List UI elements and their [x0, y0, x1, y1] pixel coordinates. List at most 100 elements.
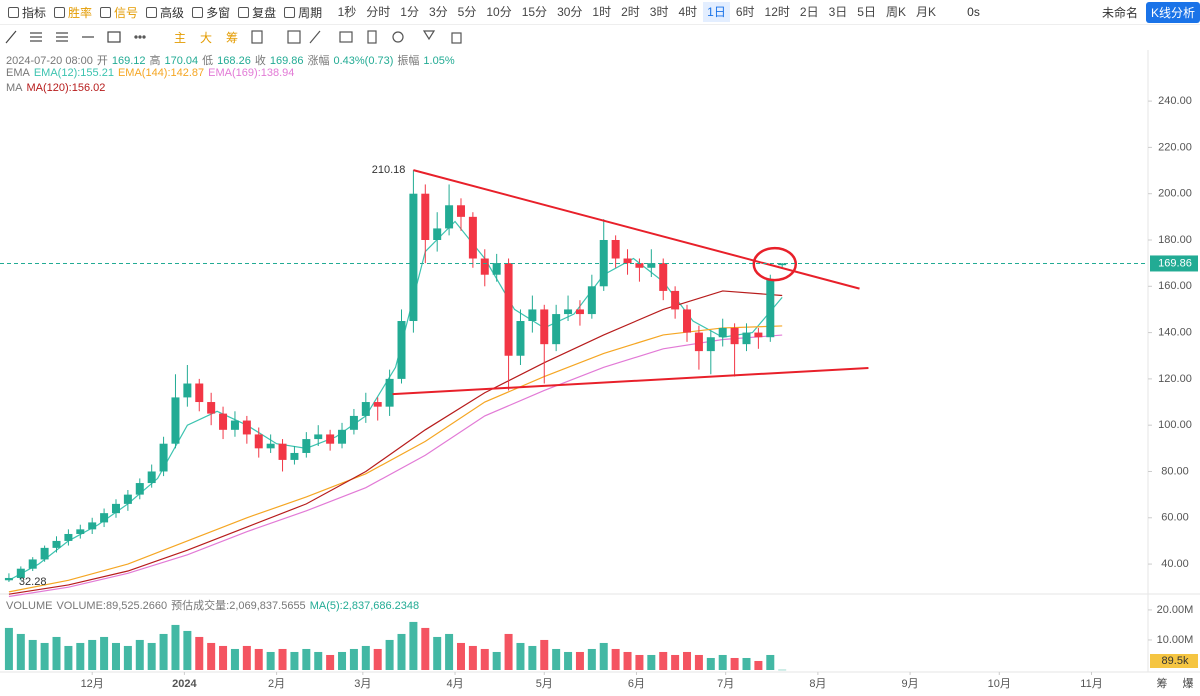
volume-bar: [230, 648, 239, 670]
toolbar-item[interactable]: 信号: [100, 4, 138, 21]
volume-bar: [373, 648, 382, 670]
period-button[interactable]: 6时: [735, 5, 755, 19]
candle-body: [433, 228, 442, 240]
candle-body: [623, 258, 632, 264]
candle-body: [40, 547, 49, 560]
candle-body: [528, 309, 537, 322]
y-tick-label: 100.00: [1158, 419, 1192, 431]
field-value: 0.43%(0.73): [333, 55, 394, 67]
indicator-shortcut[interactable]: 主: [174, 30, 187, 45]
ema-legend: EMA EMA(12):155.21 EMA(144):142.87 EMA(169)…: [6, 67, 298, 79]
x-tick-label: 4月: [446, 678, 463, 690]
y-tick-label: 60.00: [1161, 512, 1189, 524]
candle-body: [778, 263, 787, 266]
toolbar-item[interactable]: 高级: [146, 4, 184, 21]
toolbar-icon: [146, 6, 158, 18]
volume-bar: [445, 633, 454, 670]
ma-legend: MA MA(120):156.02: [6, 82, 109, 94]
candle-body: [278, 443, 287, 460]
volume-last-box: [1150, 654, 1198, 668]
period-button[interactable]: 1日: [703, 2, 730, 22]
volume-bar: [718, 654, 727, 670]
candle-body: [147, 471, 156, 484]
volume-bar: [409, 621, 418, 670]
toolbar-icon: [284, 6, 296, 18]
volume-bar: [528, 645, 537, 670]
volume-bar: [575, 651, 584, 670]
period-button[interactable]: 3日: [828, 5, 848, 19]
candle-body: [754, 332, 763, 338]
trendline: [392, 367, 869, 396]
period-button[interactable]: 2时: [621, 5, 640, 19]
volume-bar: [683, 651, 692, 670]
toolbar-item[interactable]: 周期: [284, 4, 322, 21]
candle-body: [742, 332, 751, 345]
candle-body: [254, 434, 263, 449]
indicator-shortcut[interactable]: 筹: [226, 30, 239, 45]
volume-bar: [88, 639, 97, 670]
candle-body: [4, 577, 13, 581]
workspace[interactable]: 未命名: [1101, 5, 1138, 20]
volume-bar: [587, 648, 596, 670]
volume-bar: [100, 636, 109, 670]
timer[interactable]: 0s: [967, 5, 980, 19]
ema-value: EMA(12):155.21: [33, 67, 114, 79]
toolbar-label: 高级: [160, 5, 185, 20]
period-button[interactable]: 1分: [400, 5, 419, 19]
toolbar-item[interactable]: 指标: [8, 4, 46, 21]
volume-bar: [552, 648, 561, 670]
y-tick-label: 120.00: [1158, 373, 1192, 385]
candle-body: [302, 439, 311, 453]
volume-bar: [611, 648, 620, 670]
candle-body: [647, 263, 656, 268]
volume-bar: [52, 636, 61, 670]
toolbar-label: 复盘: [252, 5, 277, 20]
candle-body: [718, 327, 727, 338]
indicator-shortcut[interactable]: 大: [200, 30, 213, 45]
analysis-button[interactable]: K线分析: [1145, 1, 1200, 23]
volume-bar: [159, 633, 168, 670]
toolbar-item[interactable]: 多窗: [192, 4, 230, 21]
period-button[interactable]: 30分: [557, 5, 583, 19]
period-button[interactable]: 3时: [649, 5, 669, 19]
candle-body: [504, 263, 513, 356]
toolbar-icon: [8, 6, 19, 18]
field-label: 振幅: [397, 55, 420, 67]
candle-body: [76, 529, 85, 534]
period-button[interactable]: 1秒: [337, 5, 357, 19]
toolbar-item[interactable]: 复盘: [238, 4, 276, 21]
x-tick-label: 7月: [717, 678, 734, 690]
candle-body: [349, 415, 358, 430]
period-button[interactable]: 2日: [799, 5, 819, 19]
field-label: 低: [202, 55, 214, 67]
period-button[interactable]: 5分: [457, 5, 477, 19]
period-button[interactable]: 分时: [366, 5, 391, 19]
field-value: 170.04: [164, 55, 199, 67]
y-tick-label: 160.00: [1158, 280, 1192, 292]
ema-value: EMA(144):142.87: [117, 67, 205, 79]
candle-body: [361, 402, 370, 416]
period-button[interactable]: 周K: [885, 5, 906, 19]
volume-bar: [28, 639, 37, 670]
period-button[interactable]: 4时: [678, 5, 698, 19]
period-button[interactable]: 12时: [764, 5, 790, 19]
volume-bar: [171, 624, 180, 670]
field-label: 高: [149, 55, 161, 67]
last-price-label: 169.86: [1158, 257, 1192, 269]
period-button[interactable]: 15分: [521, 5, 548, 19]
volume-bar: [385, 639, 394, 670]
toolbar-item[interactable]: 胜率: [54, 4, 92, 21]
toolbar-label: 胜率: [68, 5, 93, 20]
candle-body: [111, 503, 120, 514]
field-label: 涨幅: [307, 55, 330, 67]
candle-body: [694, 332, 703, 352]
period-button[interactable]: 10分: [486, 5, 512, 19]
last-price-box: [1150, 255, 1198, 272]
volume-bar: [361, 645, 370, 670]
volume-bar: [349, 648, 358, 670]
ema-title: EMA: [6, 67, 30, 79]
period-button[interactable]: 1时: [592, 5, 612, 19]
period-button[interactable]: 5日: [857, 5, 876, 19]
period-button[interactable]: 3分: [428, 5, 448, 19]
period-button[interactable]: 月K: [915, 5, 936, 19]
